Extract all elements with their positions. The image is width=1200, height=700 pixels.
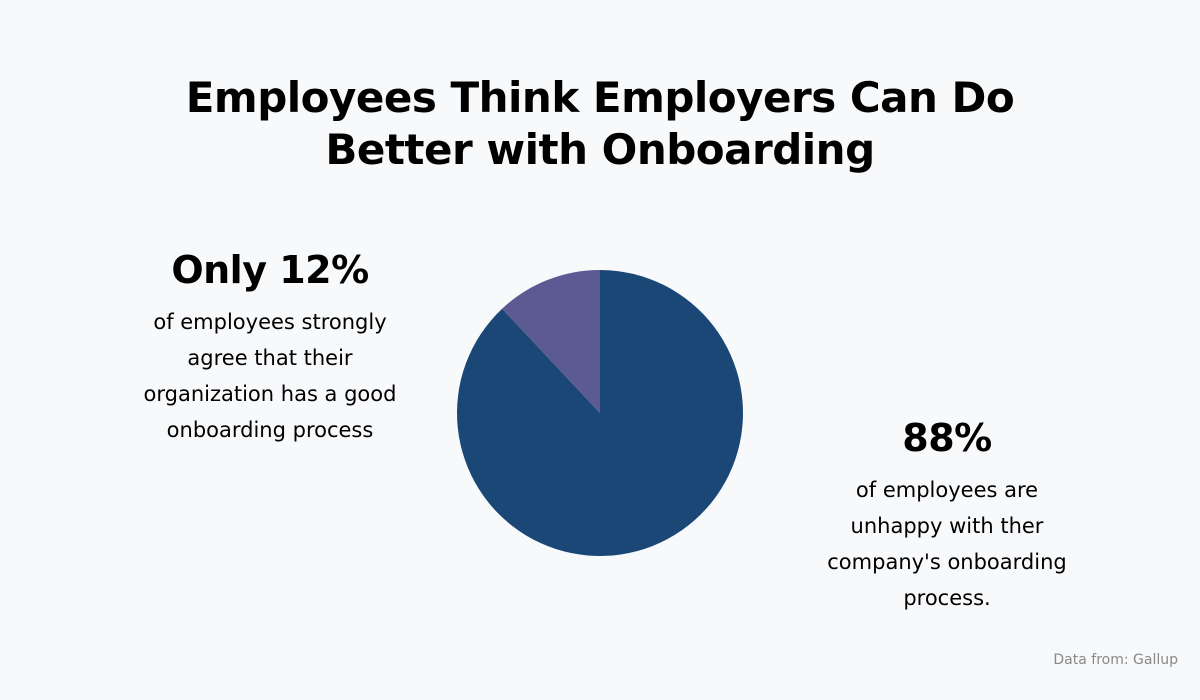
annotation-headline: 88%: [902, 416, 992, 460]
chart-title-line-2: Better with Onboarding: [325, 125, 875, 174]
annotation-text-line: company's onboarding: [827, 550, 1067, 574]
annotation-text-line: process.: [903, 586, 991, 610]
annotation-88-percent: 88% of employees are unhappy with ther c…: [790, 414, 1104, 616]
chart-title-line-1: Employees Think Employers Can Do: [185, 73, 1015, 122]
chart-title: Employees Think Employers Can Do Better …: [0, 72, 1200, 176]
data-source: Data from: Gallup: [1053, 652, 1178, 668]
annotation-text-line: of employees are: [855, 478, 1039, 502]
annotation-headline: Only 12%: [171, 248, 369, 292]
annotation-text-line: organization has a good: [143, 382, 397, 406]
pie-slice-12-percent: [502, 270, 600, 413]
annotation-text-line: onboarding process: [166, 418, 374, 442]
annotation-text-line: unhappy with ther: [850, 514, 1044, 538]
annotation-text-line: of employees strongly: [153, 310, 387, 334]
annotation-12-percent: Only 12% of employees strongly agree tha…: [110, 246, 430, 448]
annotation-text-line: agree that their: [187, 346, 353, 370]
